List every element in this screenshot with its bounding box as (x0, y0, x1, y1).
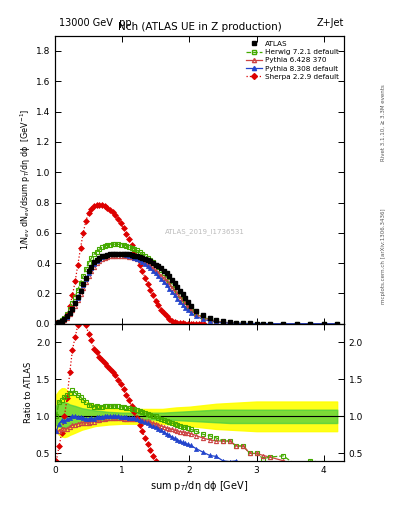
X-axis label: sum p$_T$/dη dϕ [GeV]: sum p$_T$/dη dϕ [GeV] (151, 479, 248, 493)
Text: Z+Jet: Z+Jet (316, 18, 344, 28)
Y-axis label: Ratio to ATLAS: Ratio to ATLAS (24, 361, 33, 423)
Title: Nch (ATLAS UE in Z production): Nch (ATLAS UE in Z production) (118, 23, 281, 32)
Text: mcplots.cern.ch [arXiv:1306.3436]: mcplots.cern.ch [arXiv:1306.3436] (381, 208, 386, 304)
Text: 13000 GeV  pp: 13000 GeV pp (59, 18, 132, 28)
Legend: ATLAS, Herwig 7.2.1 default, Pythia 6.428 370, Pythia 8.308 default, Sherpa 2.2.: ATLAS, Herwig 7.2.1 default, Pythia 6.42… (244, 39, 340, 81)
Text: ATLAS_2019_I1736531: ATLAS_2019_I1736531 (165, 228, 245, 235)
Y-axis label: 1/N$_{ev}$ dN$_{ev}$/dsum p$_T$/dη dϕ  [GeV$^{-1}$]: 1/N$_{ev}$ dN$_{ev}$/dsum p$_T$/dη dϕ [G… (18, 109, 33, 250)
Text: Rivet 3.1.10, ≥ 3.3M events: Rivet 3.1.10, ≥ 3.3M events (381, 84, 386, 161)
